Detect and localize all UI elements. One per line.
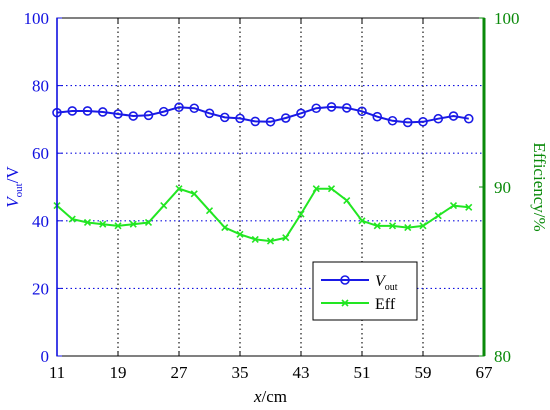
data-point-eff <box>266 237 275 245</box>
y-axis-left-label-unit: /V <box>3 166 22 184</box>
data-point-vout <box>372 111 383 122</box>
x-tick-label: 19 <box>110 363 127 382</box>
data-point-vout <box>326 102 337 112</box>
data-point-vout <box>174 102 184 113</box>
data-point-eff <box>282 234 290 242</box>
data-point-eff <box>343 196 351 205</box>
y-left-tick-label: 80 <box>32 77 49 96</box>
data-point-eff <box>68 215 76 223</box>
y-left-tick-label: 0 <box>41 347 50 366</box>
data-point-eff <box>129 220 137 228</box>
data-point-eff <box>297 210 305 218</box>
y-axis-left-label-main: V <box>3 195 22 208</box>
data-point-vout <box>265 116 276 127</box>
data-point-vout <box>143 110 154 121</box>
data-point-eff <box>358 217 366 225</box>
data-point-eff <box>205 207 214 215</box>
x-tick-label: 43 <box>293 363 310 382</box>
y-axis-right-label: Efficiency/% <box>530 142 549 231</box>
grid-lines <box>57 18 484 356</box>
legend-label-eff: Eff <box>375 296 396 313</box>
y-axis-left-label-sub: out <box>13 183 25 197</box>
series-layer <box>52 102 474 245</box>
data-point-vout <box>418 116 428 127</box>
data-point-eff <box>175 185 183 193</box>
data-point-eff <box>388 222 397 230</box>
y-left-tick-label: 100 <box>24 9 50 28</box>
data-point-vout <box>433 113 444 124</box>
data-point-eff <box>327 185 336 193</box>
data-point-eff <box>465 203 473 211</box>
x-tick-label: 51 <box>354 363 371 382</box>
x-axis-label-unit: /cm <box>262 387 288 406</box>
data-point-vout <box>357 106 367 117</box>
tick-layer: 11 19 27 35 43 51 59 67 0 20 40 60 80 100 80 90 100 <box>24 9 520 382</box>
data-point-eff <box>373 222 381 230</box>
legend-marker-vout <box>340 275 350 285</box>
y-axis-left-label: Vout/V <box>3 166 25 208</box>
data-point-vout <box>128 111 139 121</box>
x-tick-label: 67 <box>476 363 494 382</box>
data-point-eff <box>83 218 92 227</box>
y-left-tick-label: 20 <box>32 279 49 298</box>
data-point-eff <box>114 222 122 230</box>
series-line-vout <box>56 105 469 124</box>
data-point-eff <box>251 235 259 243</box>
x-tick-label: 27 <box>171 363 189 382</box>
data-point-vout <box>97 107 108 117</box>
data-point-vout <box>387 115 398 126</box>
data-point-vout <box>219 112 230 123</box>
y-right-tick-label: 100 <box>494 9 520 28</box>
data-point-eff <box>404 223 412 232</box>
data-point-eff <box>434 212 442 220</box>
data-point-eff <box>190 190 198 198</box>
legend-box <box>312 261 418 321</box>
y-left-tick-label: 40 <box>32 212 49 231</box>
y-left-tick-label: 60 <box>32 144 49 163</box>
x-axis-label-var: x <box>253 387 262 406</box>
data-point-vout <box>463 113 474 124</box>
data-point-vout <box>448 111 459 121</box>
data-point-vout <box>189 103 200 114</box>
x-tick-label: 11 <box>49 363 65 382</box>
plot-frame <box>56 17 485 357</box>
legend-marker-eff <box>341 299 349 307</box>
data-point-vout <box>82 106 93 116</box>
data-point-vout <box>67 106 78 116</box>
x-axis-label: x/cm <box>253 387 287 406</box>
data-point-vout <box>296 108 306 119</box>
data-point-eff <box>419 222 427 230</box>
legend: Vout Eff <box>312 261 418 321</box>
x-tick-label: 35 <box>232 363 249 382</box>
data-point-vout <box>250 116 261 127</box>
data-point-vout <box>341 103 352 113</box>
y-right-tick-label: 90 <box>494 178 511 197</box>
data-point-vout <box>402 117 413 128</box>
data-point-eff <box>144 218 153 227</box>
data-point-vout <box>235 113 245 124</box>
data-point-eff <box>221 223 229 232</box>
series-line-eff <box>56 187 469 243</box>
data-point-vout <box>311 103 322 114</box>
y-right-tick-label: 80 <box>494 347 511 366</box>
data-point-eff <box>312 185 320 193</box>
data-point-eff <box>99 220 107 228</box>
data-point-eff <box>449 202 458 210</box>
data-point-vout <box>280 113 291 123</box>
x-tick-label: 59 <box>415 363 432 382</box>
data-point-vout <box>158 106 169 117</box>
data-point-vout <box>204 108 215 119</box>
data-point-eff <box>236 230 244 238</box>
data-point-vout <box>113 109 123 119</box>
data-point-eff <box>160 202 168 210</box>
legend-label-vout: Vout <box>375 273 398 293</box>
